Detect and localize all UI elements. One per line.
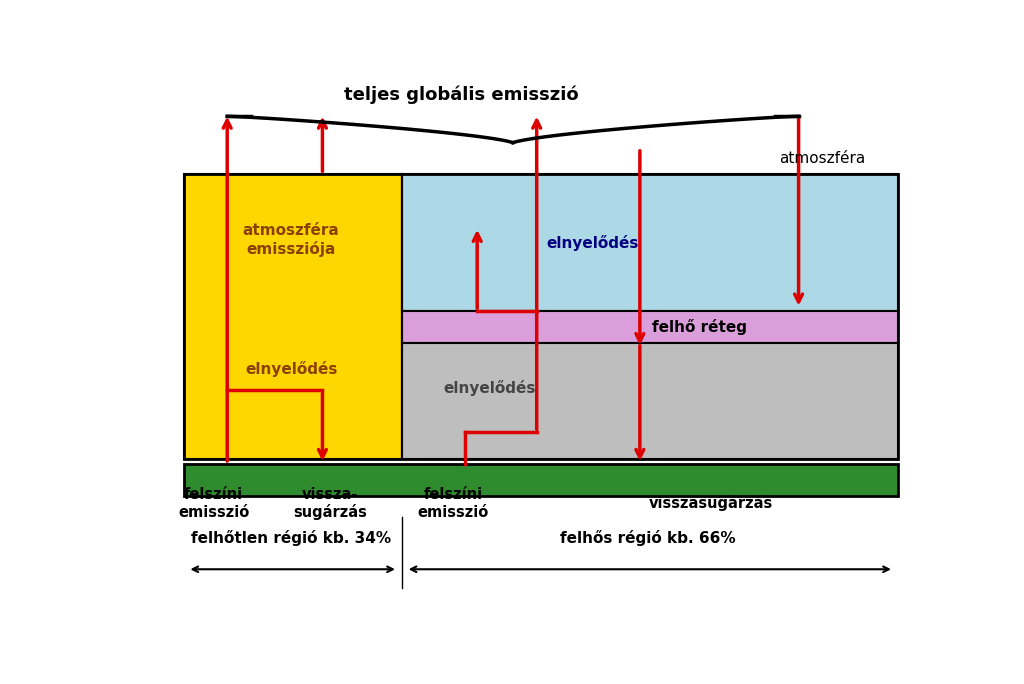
Bar (401, 343, 898, 459)
Bar (183, 464, 898, 495)
Text: atmoszféra
emissziója: atmoszféra emissziója (243, 223, 339, 257)
Text: visszasugárzás: visszasugárzás (649, 495, 773, 512)
Text: felszíni
emisszió: felszíni emisszió (178, 487, 249, 520)
Bar (183, 174, 898, 459)
Text: elnyelődés: elnyelődés (246, 361, 338, 377)
Text: elnyelődés: elnyelődés (443, 380, 536, 395)
Text: atmoszféra: atmoszféra (779, 151, 865, 166)
Text: vissza-
sugárzás: vissza- sugárzás (294, 486, 368, 521)
Text: teljes globális emisszió: teljes globális emisszió (344, 86, 579, 105)
Text: elnyelődés: elnyelődés (546, 235, 638, 251)
Bar (183, 174, 401, 459)
Text: felhőtlen régió kb. 34%: felhőtlen régió kb. 34% (190, 529, 391, 546)
Bar (401, 311, 898, 343)
Bar (401, 174, 898, 311)
Text: felhős régió kb. 66%: felhős régió kb. 66% (560, 529, 735, 546)
Text: felhő réteg: felhő réteg (652, 319, 746, 335)
Text: felszíni
emisszió: felszíni emisszió (418, 487, 489, 520)
